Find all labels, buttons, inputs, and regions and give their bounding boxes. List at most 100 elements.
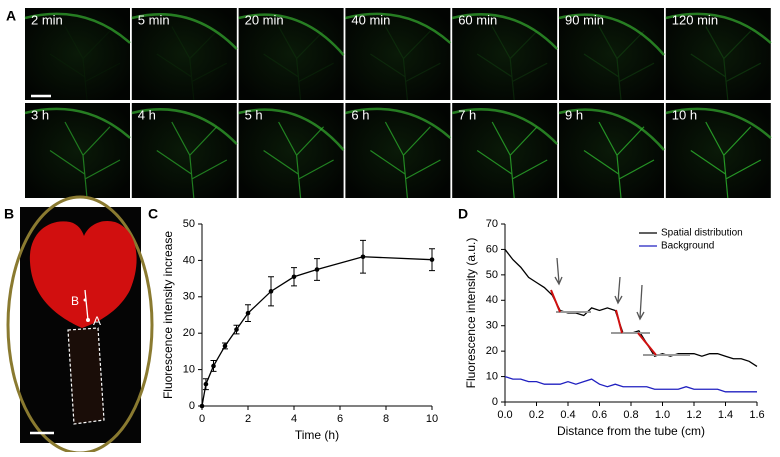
x-tick-label: 6 — [337, 413, 343, 425]
y-tick-label: 40 — [486, 294, 498, 306]
image-grid: 2 min 5 min 20 min 40 min 60 min 90 min 120 mi… — [24, 8, 772, 199]
tube-outline — [67, 327, 105, 425]
point-b — [83, 298, 87, 302]
panel-label: A — [6, 8, 16, 24]
leaf-label: A — [93, 314, 101, 328]
time-label: 9 h — [565, 107, 583, 122]
panel-label: B — [4, 206, 14, 222]
y-tick-label: 70 — [486, 218, 498, 230]
x-tick-label: 1.4 — [718, 409, 733, 421]
leaf-edge — [665, 12, 772, 44]
leaf-edge — [451, 108, 559, 145]
leaf-edge — [24, 12, 131, 44]
y-tick-label: 30 — [183, 291, 195, 303]
data-line — [504, 375, 757, 393]
time-label: 6 h — [351, 107, 369, 122]
x-axis-label: Time (h) — [295, 428, 339, 442]
y-tick-label: 50 — [486, 269, 498, 281]
legend-label: Spatial distribution — [661, 228, 743, 239]
x-tick-label: 1.6 — [749, 409, 764, 421]
vein — [583, 26, 655, 101]
time-label: 90 min — [565, 12, 604, 27]
image-tile — [559, 8, 664, 100]
vein — [476, 121, 548, 199]
image-tile — [452, 103, 558, 198]
vein — [370, 121, 441, 199]
legend-label: Background — [661, 241, 714, 252]
leaf-edge — [238, 108, 345, 151]
y-axis-label: Fluorescence intensity increase — [161, 231, 175, 399]
y-axis-label: Fluorescence intensity (a.u.) — [464, 238, 478, 389]
data-point — [360, 254, 366, 260]
x-tick-label: 0.6 — [592, 409, 607, 421]
x-tick-label: 10 — [426, 413, 438, 425]
leaf — [29, 220, 137, 328]
data-point — [234, 327, 239, 332]
panel-label: D — [458, 206, 468, 222]
y-tick-label: 20 — [183, 327, 195, 339]
point-a — [86, 318, 90, 322]
image-tile — [345, 8, 451, 100]
leaf-edge — [345, 12, 452, 44]
leaf-edge — [24, 107, 131, 139]
leaf-edge — [558, 108, 665, 151]
time-label: 40 min — [351, 12, 390, 27]
leaf-edge — [558, 13, 665, 56]
time-label: 120 min — [672, 12, 718, 27]
vein — [476, 26, 548, 101]
y-tick-label: 10 — [183, 364, 195, 376]
fit-line — [637, 332, 657, 356]
fit-line — [615, 309, 623, 334]
time-label: 10 h — [672, 107, 697, 122]
leaf-edge — [131, 108, 238, 145]
image-tile — [345, 103, 451, 198]
vein — [690, 26, 762, 101]
arrow — [636, 284, 645, 321]
y-tick-label: 10 — [486, 370, 498, 382]
vein — [263, 121, 334, 199]
arrow-line — [84, 289, 89, 321]
leaf-edge — [238, 13, 345, 56]
data-point — [245, 310, 251, 316]
data-point — [222, 343, 228, 349]
image-tile — [131, 8, 237, 100]
time-label: 3 h — [31, 107, 49, 122]
data-point — [291, 274, 297, 280]
time-label: 5 min — [138, 12, 170, 27]
vein — [49, 26, 121, 101]
image-tile — [665, 8, 771, 100]
time-label: 5 h — [245, 107, 263, 122]
y-tick-label: 60 — [486, 243, 498, 255]
leaf-edge — [665, 107, 772, 139]
x-tick-label: 4 — [291, 413, 297, 425]
data-point — [203, 381, 209, 387]
data-point — [211, 363, 216, 369]
x-axis-label: Distance from the tube (cm) — [557, 424, 705, 438]
y-tick-label: 30 — [486, 320, 498, 332]
image-tile — [238, 8, 344, 100]
image-tile — [452, 8, 558, 100]
annotations — [550, 257, 690, 356]
time-label: 7 h — [458, 107, 476, 122]
vein — [49, 121, 121, 199]
data-point — [199, 403, 205, 409]
y-tick-label: 40 — [183, 254, 195, 266]
vein — [690, 121, 762, 199]
vein — [156, 26, 228, 101]
vein — [583, 121, 655, 199]
data-point — [314, 267, 320, 272]
y-tick-label: 50 — [183, 218, 195, 230]
x-tick-label: 8 — [383, 413, 389, 425]
x-tick-label: 0.4 — [560, 409, 575, 421]
y-tick-label: 0 — [189, 400, 195, 412]
arrow — [554, 257, 563, 286]
x-tick-label: 1.2 — [686, 409, 701, 421]
image-tile — [25, 103, 130, 198]
time-label: 4 h — [138, 107, 156, 122]
fit-line — [550, 289, 561, 313]
x-tick-label: 0 — [199, 413, 205, 425]
y-tick-label: 0 — [492, 396, 498, 408]
time-label: 2 min — [31, 12, 63, 27]
leaf-image: B A — [6, 195, 154, 455]
